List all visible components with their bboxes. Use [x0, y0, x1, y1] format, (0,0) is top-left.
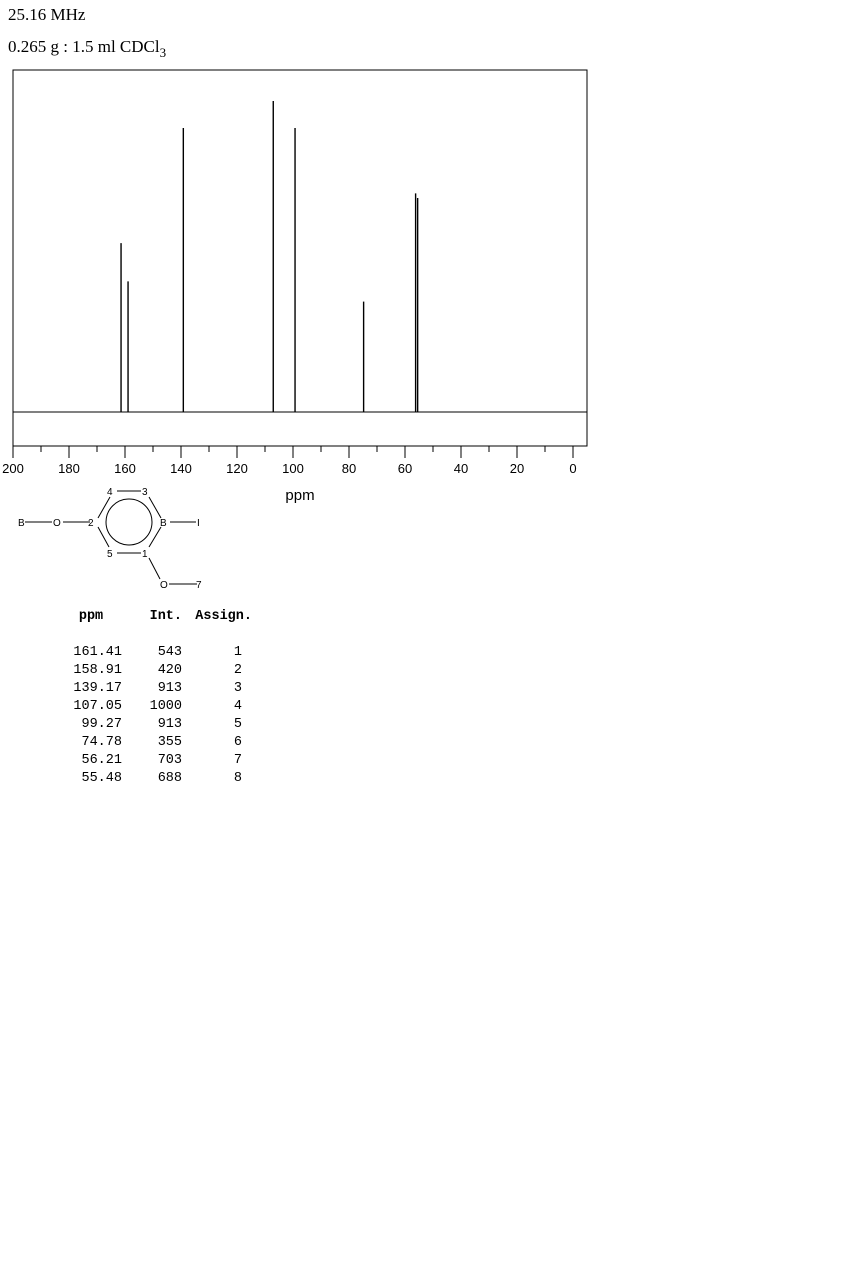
sample-concentration-subscript: 3	[159, 45, 167, 60]
cell-assignment: 8	[233, 770, 242, 786]
table-spacer	[60, 625, 252, 643]
table-row: 99.27 913 5	[60, 715, 252, 733]
cell-ppm: 55.48	[81, 770, 122, 786]
atom-label: 3	[142, 487, 148, 498]
cell-ppm: 74.78	[81, 734, 122, 750]
cell-intensity: 703	[157, 752, 182, 768]
cell-intensity: 688	[157, 770, 182, 786]
nmr-spectrum-chart: 200 180 160 140 120 100 80 60 40 20 0 ppm	[2, 69, 588, 504]
cell-ppm: 107.05	[73, 698, 122, 714]
bond-1-b	[148, 526, 162, 548]
header-ppm: ppm	[78, 608, 104, 624]
bond-2-5	[97, 526, 110, 548]
cell-assignment: 6	[233, 734, 242, 750]
atom-label: 5	[107, 549, 113, 560]
table-row: 158.91 420 2	[60, 661, 252, 679]
peaks-layer	[120, 101, 419, 412]
peak-table: ppm Int. Assign. 161.41 543 1 158.91 420 2 139…	[60, 607, 252, 787]
table-row: 56.21 703 7	[60, 751, 252, 769]
aromatic-ring	[105, 498, 153, 546]
atom-label: 1	[142, 549, 148, 560]
atom-label: I	[197, 518, 200, 529]
cell-assignment: 3	[233, 680, 242, 696]
x-axis-label: ppm	[285, 487, 314, 504]
cell-assignment: 4	[233, 698, 242, 714]
cell-intensity: 1000	[149, 698, 182, 714]
header-intensity: Int.	[149, 608, 182, 624]
x-tick-label: 40	[454, 461, 468, 476]
x-axis-ticks: 200 180 160 140 120 100 80 60 40 20 0	[2, 446, 577, 476]
table-row: 74.78 355 6	[60, 733, 252, 751]
x-tick-label: 200	[2, 461, 24, 476]
atom-label: B	[18, 518, 25, 529]
table-row: 139.17 913 3	[60, 679, 252, 697]
cell-intensity: 543	[157, 644, 182, 660]
sample-concentration: 0.265 g : 1.5 ml CDCl3	[8, 37, 166, 61]
sample-concentration-text: 0.265 g : 1.5 ml CDCl	[8, 37, 160, 56]
cell-intensity: 913	[157, 716, 182, 732]
cell-ppm: 158.91	[73, 662, 122, 678]
x-tick-label: 60	[398, 461, 412, 476]
x-tick-label: 180	[58, 461, 80, 476]
cell-assignment: 7	[233, 752, 242, 768]
bond-3-b	[148, 496, 162, 519]
cell-intensity: 913	[157, 680, 182, 696]
cell-ppm: 161.41	[73, 644, 122, 660]
atom-label: 2	[88, 518, 94, 529]
cell-ppm: 139.17	[73, 680, 122, 696]
atom-label: B	[160, 518, 167, 529]
table-row: 55.48 688 8	[60, 769, 252, 787]
cell-intensity: 420	[157, 662, 182, 678]
molecular-structure: B O 2 4 3 B I 5 1 O 7	[18, 487, 202, 591]
x-tick-label: 20	[510, 461, 524, 476]
x-tick-label: 100	[282, 461, 304, 476]
atom-label: O	[160, 580, 168, 591]
plot-frame	[12, 69, 588, 447]
x-tick-label: 160	[114, 461, 136, 476]
atom-label: 7	[196, 580, 202, 591]
cell-assignment: 2	[233, 662, 242, 678]
cell-ppm: 99.27	[81, 716, 122, 732]
cell-assignment: 1	[233, 644, 242, 660]
header-assignment: Assign.	[195, 608, 252, 624]
table-row: 161.41 543 1	[60, 643, 252, 661]
atom-label: O	[53, 518, 61, 529]
cell-assignment: 5	[233, 716, 242, 732]
x-tick-label: 0	[569, 461, 576, 476]
atom-label: 4	[107, 487, 113, 498]
bond-1-o	[148, 557, 161, 580]
bond-2-4	[97, 496, 111, 519]
x-tick-label: 120	[226, 461, 248, 476]
x-tick-label: 140	[170, 461, 192, 476]
table-row: 107.05 1000 4	[60, 697, 252, 715]
x-tick-label: 80	[342, 461, 356, 476]
cell-ppm: 56.21	[81, 752, 122, 768]
cell-intensity: 355	[157, 734, 182, 750]
table-header-row: ppm Int. Assign.	[60, 607, 252, 625]
spectrometer-frequency: 25.16 MHz	[8, 5, 86, 24]
